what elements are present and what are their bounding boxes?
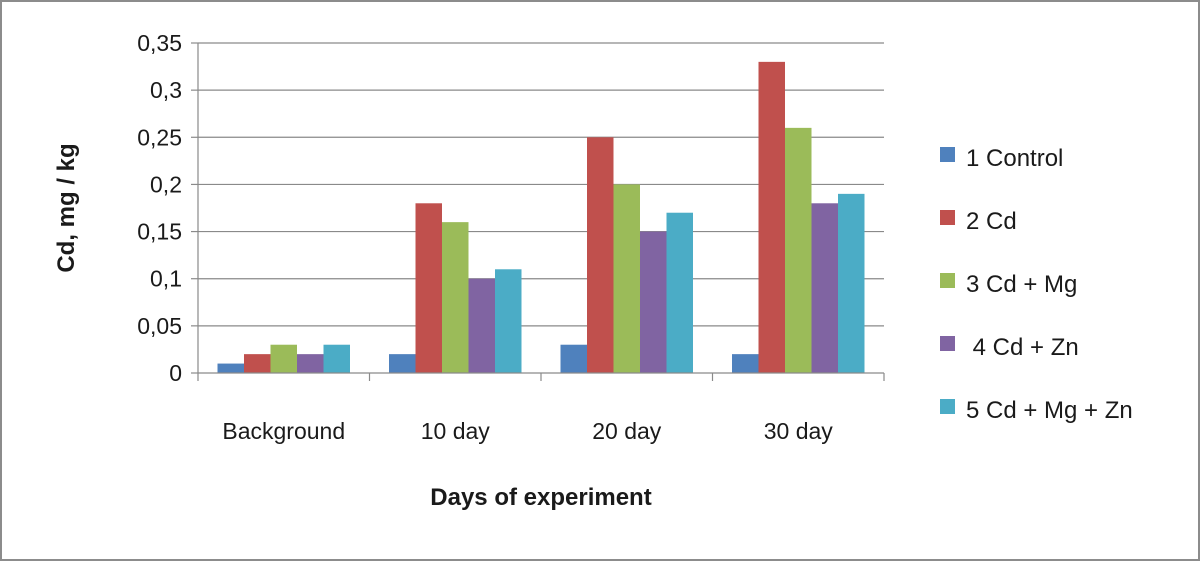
y-tick-label: 0,15 bbox=[137, 219, 182, 245]
legend-label: 5 Cd + Mg + Zn bbox=[966, 397, 1133, 424]
bar-background-series-3 bbox=[270, 344, 297, 373]
axes bbox=[197, 43, 885, 381]
legend-label: 3 Cd + Mg bbox=[966, 271, 1077, 298]
legend-label: 4 Cd + Zn bbox=[966, 334, 1079, 361]
y-tick-label: 0,05 bbox=[137, 313, 182, 339]
bar-30-day-series-3 bbox=[785, 127, 812, 373]
bar-10-day-series-1 bbox=[389, 354, 416, 373]
legend-swatch bbox=[940, 336, 955, 351]
legend-swatch bbox=[940, 273, 955, 288]
legend-swatch bbox=[940, 147, 955, 162]
x-axis-title: Days of experiment bbox=[430, 484, 651, 511]
y-tick-label: 0,1 bbox=[150, 266, 182, 292]
bar-10-day-series-3 bbox=[442, 222, 469, 373]
bar-background-series-1 bbox=[217, 363, 244, 373]
bar-30-day-series-4 bbox=[811, 203, 838, 373]
bar-30-day-series-2 bbox=[758, 61, 785, 373]
x-tick-label: 30 day bbox=[764, 418, 834, 444]
legend: 1 Control 2 Cd 3 Cd + Mg 4 Cd + Zn 5 Cd + M… bbox=[940, 145, 1133, 424]
bar-10-day-series-5 bbox=[495, 269, 522, 373]
bar-background-series-5 bbox=[323, 344, 350, 373]
x-tick-label: 20 day bbox=[592, 418, 662, 444]
y-axis-title: Cd, mg / kg bbox=[53, 143, 80, 272]
bar-background-series-2 bbox=[244, 354, 271, 373]
y-tick-label: 0,35 bbox=[137, 30, 182, 56]
y-tick-label: 0 bbox=[169, 360, 182, 386]
y-tick-label: 0,2 bbox=[150, 171, 182, 197]
y-tick-labels: 0 0,05 0,1 0,15 0,2 0,25 0,3 0,35 bbox=[137, 30, 182, 386]
bar-30-day-series-5 bbox=[838, 193, 865, 373]
bar-10-day-series-2 bbox=[415, 203, 442, 373]
bar-10-day-series-4 bbox=[468, 278, 495, 373]
bar-20-day-series-3 bbox=[613, 184, 640, 373]
bar-30-day-series-1 bbox=[732, 354, 759, 373]
bars bbox=[217, 61, 865, 373]
bar-20-day-series-5 bbox=[666, 212, 693, 373]
y-tick-label: 0,3 bbox=[150, 77, 182, 103]
bar-20-day-series-2 bbox=[587, 137, 614, 373]
y-tick-label: 0,25 bbox=[137, 124, 182, 150]
x-tick-label: 10 day bbox=[421, 418, 491, 444]
x-tick-labels: Background 10 day 20 day 30 day bbox=[222, 418, 833, 444]
legend-swatch bbox=[940, 210, 955, 225]
legend-label: 2 Cd bbox=[966, 208, 1017, 235]
bar-20-day-series-4 bbox=[640, 231, 667, 373]
legend-label: 1 Control bbox=[966, 145, 1063, 172]
legend-swatch bbox=[940, 399, 955, 414]
x-tick-label: Background bbox=[222, 418, 345, 444]
bar-background-series-4 bbox=[297, 354, 324, 373]
bar-20-day-series-1 bbox=[560, 344, 587, 373]
